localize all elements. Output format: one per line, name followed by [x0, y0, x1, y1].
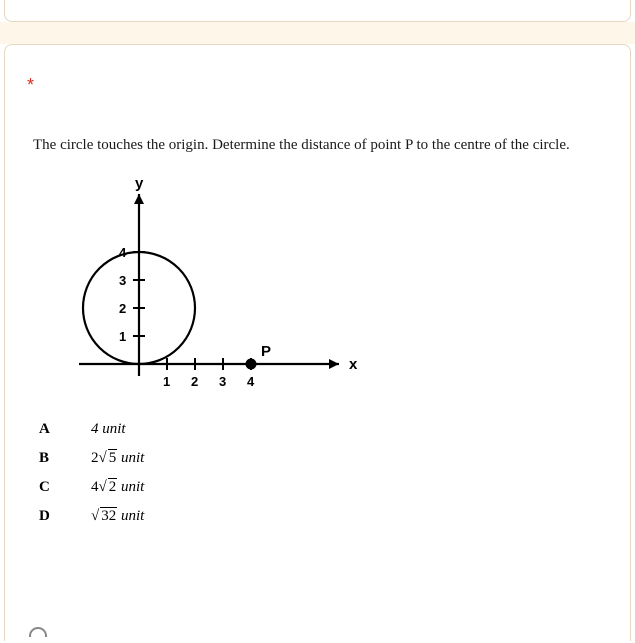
required-asterisk: *: [27, 75, 34, 96]
svg-text:x: x: [349, 356, 358, 373]
option-D: D√32 unit: [39, 508, 610, 525]
previous-card-bottom: [4, 0, 631, 22]
svg-text:1: 1: [163, 374, 170, 389]
option-text: 4√2 unit: [91, 479, 144, 496]
option-C: C4√2 unit: [39, 479, 610, 496]
radio-option-partial[interactable]: [29, 627, 47, 637]
option-letter: C: [39, 479, 91, 496]
option-B: B2√5 unit: [39, 450, 610, 467]
card-gap: [0, 22, 635, 44]
svg-text:2: 2: [191, 374, 198, 389]
svg-text:2: 2: [119, 301, 126, 316]
svg-text:3: 3: [219, 374, 226, 389]
option-letter: A: [39, 421, 91, 438]
option-letter: D: [39, 508, 91, 525]
option-A: A4 unit: [39, 421, 610, 438]
svg-text:4: 4: [119, 245, 127, 260]
question-text: The circle touches the origin. Determine…: [33, 131, 610, 160]
option-text: 4 unit: [91, 421, 126, 438]
page: * The circle touches the origin. Determi…: [0, 0, 635, 643]
option-letter: B: [39, 450, 91, 467]
option-text: 2√5 unit: [91, 450, 144, 467]
figure: yx12341234P: [39, 174, 610, 409]
option-text: √32 unit: [91, 508, 144, 525]
question-card: * The circle touches the origin. Determi…: [4, 44, 631, 641]
svg-text:3: 3: [119, 273, 126, 288]
svg-text:y: y: [135, 175, 144, 192]
options-list: A4 unitB2√5 unitC4√2 unitD√32 unit: [39, 421, 610, 525]
svg-text:P: P: [261, 343, 271, 360]
svg-text:1: 1: [119, 329, 126, 344]
diagram-svg: yx12341234P: [39, 174, 359, 404]
svg-text:4: 4: [247, 374, 255, 389]
